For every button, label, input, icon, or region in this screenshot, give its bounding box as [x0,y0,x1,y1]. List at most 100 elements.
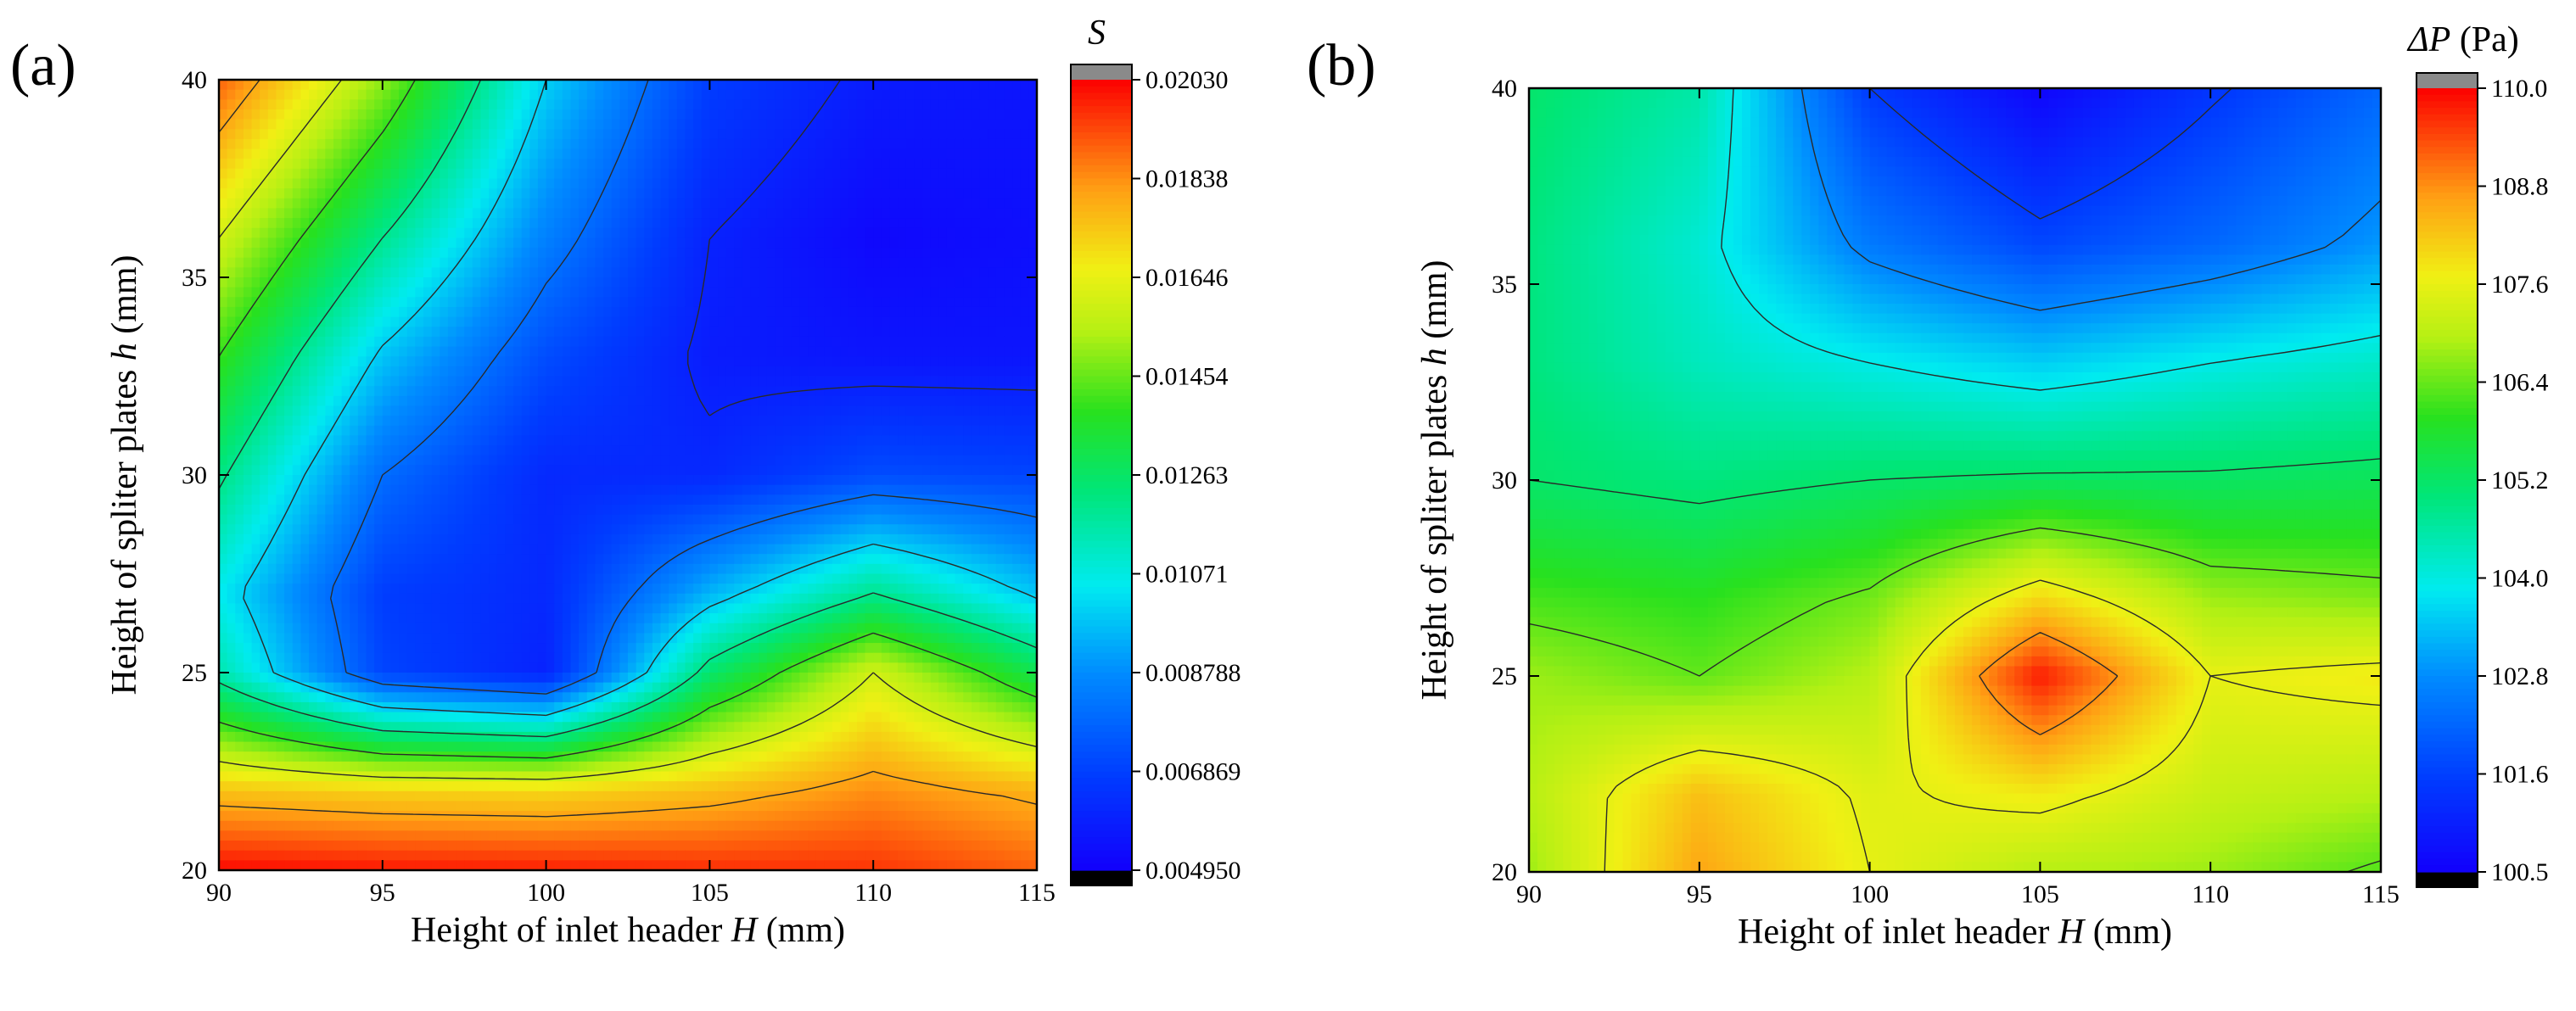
heatmap-cell [292,148,301,159]
heatmap-cell [898,316,907,327]
heatmap-cell [808,544,817,555]
heatmap-cell [889,563,899,575]
heatmap-cell [701,80,710,91]
heatmap-cell [554,237,563,249]
heatmap-cell [693,465,703,476]
heatmap-cell [685,346,694,357]
heatmap-cell [595,287,604,298]
heatmap-cell [423,237,433,249]
heatmap-cell [938,554,948,565]
heatmap-cell [399,425,408,436]
heatmap-cell [333,257,343,268]
heatmap-cell [227,366,236,377]
heatmap-cell [750,327,759,338]
heatmap-cell [440,138,449,150]
heatmap-cell [898,287,907,298]
heatmap-cell [529,89,539,100]
heatmap-cell [505,89,514,100]
heatmap-cell [922,306,932,318]
heatmap-cell [537,277,547,288]
heatmap-cell [824,416,833,427]
heatmap-cell [480,386,490,397]
heatmap-cell [513,119,523,130]
heatmap-cell [963,416,972,427]
heatmap-cell [1012,316,1022,327]
heatmap-cell [472,514,482,525]
heatmap-cell [325,306,334,318]
heatmap-cell [529,267,539,278]
heatmap-cell [742,386,752,397]
heatmap-cell [382,119,392,130]
heatmap-cell [357,376,367,387]
heatmap-cell [406,386,416,397]
heatmap-cell [963,514,972,525]
heatmap-cell [390,425,400,436]
heatmap-cell [357,277,367,288]
heatmap-cell [1012,346,1022,357]
heatmap-cell [766,208,776,219]
heatmap-cell [570,395,580,407]
heatmap-cell [701,159,710,170]
heatmap-cell [480,168,490,180]
heatmap-cell [783,148,792,159]
heatmap-cell [399,435,408,446]
heatmap-cell [415,257,424,268]
heatmap-cell [660,405,669,416]
heatmap-cell [496,376,506,387]
heatmap-cell [979,119,988,130]
heatmap-cell [742,257,752,268]
heatmap-cell [1004,455,1013,466]
heatmap-cell [759,237,768,249]
heatmap-cell [374,316,384,327]
heatmap-cell [832,465,842,476]
heatmap-cell [316,386,326,397]
heatmap-cell [750,277,759,288]
heatmap-cell [1028,336,1038,348]
heatmap-cell [382,416,392,427]
heatmap-cell [824,109,833,120]
heatmap-cell [456,475,465,486]
heatmap-cell [775,267,784,278]
heatmap-cell [676,554,686,565]
heatmap-cell [423,248,433,259]
heatmap-cell [570,89,580,100]
heatmap-cell [701,237,710,249]
heatmap-cell [570,277,580,288]
heatmap-cell [406,544,416,555]
heatmap-cell [905,445,915,456]
heatmap-cell [513,188,523,199]
heatmap-cell [219,366,228,377]
heatmap-cell [1012,416,1022,427]
heatmap-cell [709,277,719,288]
heatmap-cell [979,168,988,180]
heatmap-cell [440,514,449,525]
heatmap-cell [840,395,849,407]
heatmap-cell [652,218,662,229]
heatmap-cell [267,159,277,170]
heatmap-cell [456,109,465,120]
heatmap-cell [399,327,408,338]
heatmap-cell [357,395,367,407]
heatmap-cell [930,465,939,476]
heatmap-cell [971,356,981,367]
heatmap-cell [276,129,285,140]
heatmap-cell [562,129,572,140]
heatmap-cell [963,168,972,180]
heatmap-cell [856,188,866,199]
heatmap-cell [243,425,253,436]
heatmap-cell [267,188,277,199]
heatmap-cell [905,119,915,130]
heatmap-cell [979,484,988,495]
heatmap-cell [873,445,882,456]
heatmap-cell [276,524,285,535]
heatmap-cell [832,178,842,189]
heatmap-cell [309,306,318,318]
heatmap-cell [374,277,384,288]
heatmap-cell [889,198,899,209]
heatmap-cell [464,544,473,555]
heatmap-cell [1012,277,1022,288]
heatmap-cell [374,119,384,130]
heatmap-cell [537,455,547,466]
heatmap-cell [579,504,588,516]
heatmap-cell [963,544,972,555]
